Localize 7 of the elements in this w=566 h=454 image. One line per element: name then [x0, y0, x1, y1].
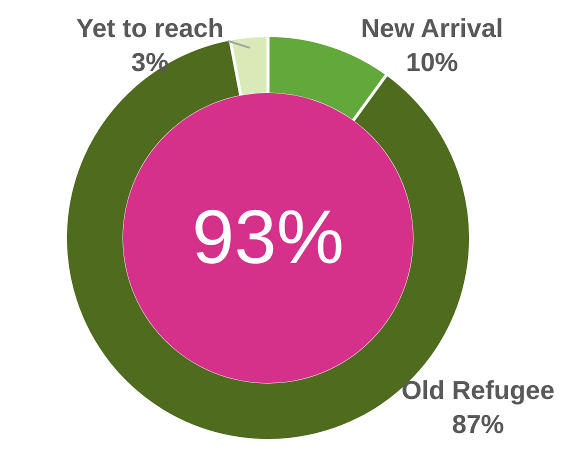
data-label: 10% [406, 47, 458, 78]
slice-label: New Arrival [360, 13, 504, 44]
data-label: 87% [452, 409, 504, 440]
text: 93% [190, 194, 346, 282]
slice-label: Yet to reach [76, 13, 224, 44]
data-label: 3% [131, 47, 169, 78]
slice-label: Old Refugee [401, 375, 555, 406]
